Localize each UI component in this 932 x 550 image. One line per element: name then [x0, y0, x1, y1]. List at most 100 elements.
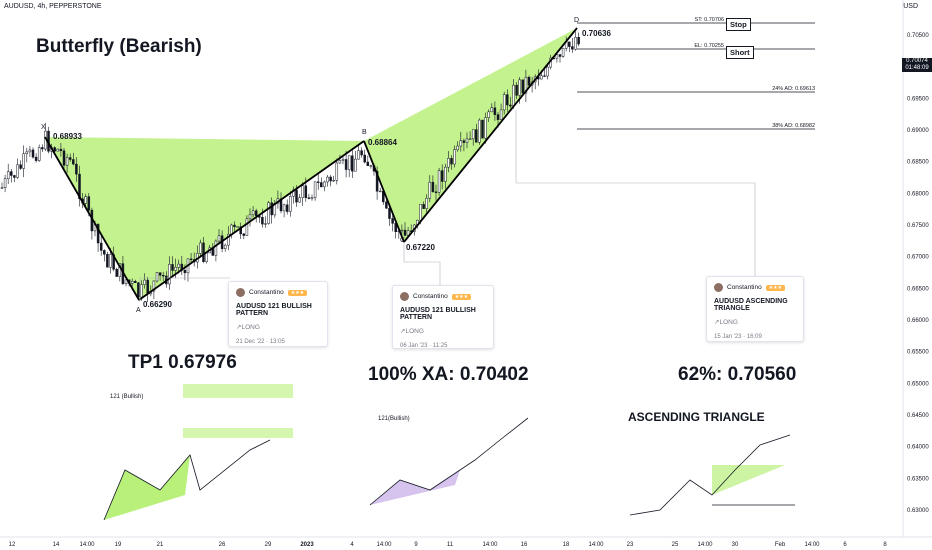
candle [72, 159, 75, 165]
x-tick-label: 14:00 [79, 542, 95, 548]
candle [53, 147, 56, 152]
x-tick-label: 14:00 [376, 542, 392, 548]
candle [571, 46, 574, 50]
candle [31, 149, 35, 158]
thumbnail-121-bullish [103, 384, 293, 521]
x-tick-label: 9 [414, 542, 418, 548]
candle [434, 191, 438, 193]
x-tick-label: 11 [447, 542, 454, 548]
candle [304, 185, 308, 198]
candle [28, 149, 32, 153]
candle [515, 84, 518, 96]
candle [540, 75, 543, 80]
candle [332, 180, 335, 182]
candle [465, 138, 469, 143]
candle [155, 272, 159, 282]
point-value-A: 0.66290 [143, 300, 172, 309]
candle [202, 242, 205, 262]
candle [496, 114, 500, 120]
x-tick-label: 25 [672, 542, 679, 548]
idea-title[interactable]: AUDUSD 121 BULLISH PATTERN [236, 303, 312, 317]
candle [326, 176, 329, 183]
thumbnail-121-bullish-2 [369, 417, 529, 506]
candle [378, 190, 382, 193]
candle [310, 197, 314, 199]
candle [419, 204, 422, 221]
candle [270, 202, 273, 216]
y-tick-label: 0.67500 [907, 223, 929, 229]
y-tick-label: 0.66000 [907, 318, 929, 324]
candle [223, 244, 227, 249]
y-tick-label: 0.65000 [907, 381, 929, 387]
candle [124, 279, 128, 284]
idea-card-3[interactable]: Constantino ★★★ AUDUSD ASCENDING TRIANGLE… [706, 276, 804, 342]
x-tick-label: 2023 [300, 542, 314, 548]
candle [385, 201, 388, 209]
y-tick-label: 0.63500 [907, 476, 929, 482]
x-tick-label: 12 [9, 542, 16, 548]
candle [344, 159, 348, 170]
x-tick-label: Feb [775, 542, 786, 548]
candle [568, 41, 571, 47]
y-tick-label: 0.67000 [907, 255, 929, 261]
y-tick-label: 0.64500 [907, 413, 929, 419]
thumb-pattern-fill [104, 455, 190, 520]
candle [512, 84, 515, 107]
current-price-box: 0.70074 01:48:09 [902, 58, 932, 72]
candle [366, 161, 370, 167]
candle [546, 66, 549, 77]
candle [307, 197, 311, 199]
candle [106, 254, 109, 268]
candle [245, 218, 249, 236]
xab-triangle [45, 137, 364, 300]
candle [248, 214, 252, 220]
idea-card-1[interactable]: Constantino ★★★ AUDUSD 121 BULLISH PATTER… [228, 281, 328, 347]
candle [109, 254, 112, 268]
thumb-price [103, 439, 271, 521]
x-tick-label: 14:00 [482, 542, 498, 548]
candle [391, 218, 394, 224]
candle [239, 226, 242, 235]
level-label: 24% AD: 0.69613 [772, 86, 815, 92]
candle-timer: 01:48:09 [905, 65, 929, 71]
pattern-title: Butterfly (Bearish) [36, 36, 202, 57]
candle [161, 274, 165, 277]
thumb-target-zone [183, 384, 293, 398]
x-tick-label: 14:00 [697, 542, 713, 548]
candle [10, 171, 13, 176]
thumb-price [629, 434, 791, 516]
point-value-C: 0.67220 [406, 243, 435, 252]
idea-author: Constantino [249, 289, 284, 296]
point-letter-X: X [41, 124, 46, 131]
avatar [236, 288, 245, 297]
pattern-leg-BC [363, 140, 405, 243]
candle [316, 181, 320, 183]
candle [134, 280, 137, 283]
candle [357, 150, 360, 160]
candle [369, 165, 373, 167]
candle [177, 263, 180, 268]
candle [453, 149, 456, 165]
candles-group [0, 31, 580, 303]
candle [456, 145, 459, 150]
xa100-headline: 100% XA: 0.70402 [368, 364, 529, 385]
candle [363, 154, 366, 163]
idea-connector [403, 242, 441, 285]
candle [137, 282, 140, 298]
idea-connector [515, 110, 756, 276]
candle [171, 264, 174, 271]
thumb-triangle-fill [712, 465, 785, 495]
pct62-headline: 62%: 0.70560 [678, 364, 797, 385]
x-tick-label: 6 [843, 542, 847, 548]
candle [84, 196, 87, 204]
candle [236, 226, 239, 228]
idea-card-2[interactable]: Constantino ★★★ AUDUSD 121 BULLISH PATTER… [392, 285, 494, 349]
candle [459, 140, 463, 147]
y-tick-label: 0.64000 [907, 445, 929, 451]
idea-connector [139, 277, 230, 300]
point-letter-B: B [362, 129, 367, 136]
idea-title[interactable]: AUDUSD ASCENDING TRIANGLE [714, 298, 788, 312]
candle [267, 202, 270, 224]
idea-title[interactable]: AUDUSD 121 BULLISH PATTERN [400, 307, 476, 321]
